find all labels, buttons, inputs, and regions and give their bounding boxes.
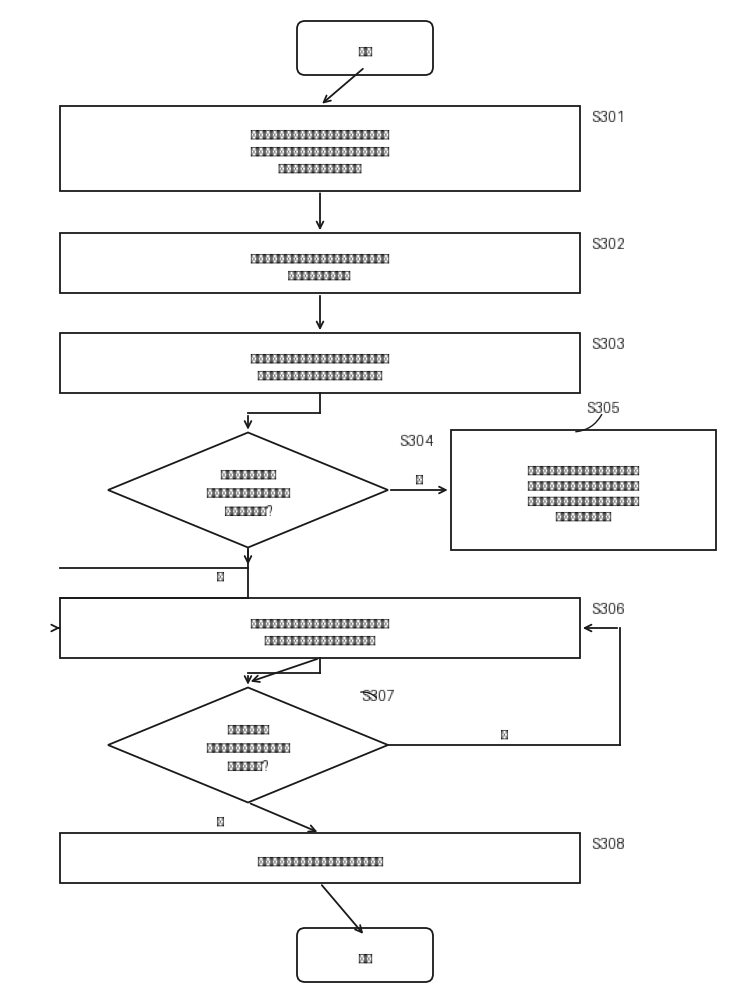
Bar xyxy=(60,105,580,190)
Bar xyxy=(60,833,580,883)
Bar xyxy=(60,333,580,393)
Bar xyxy=(60,598,580,658)
Bar xyxy=(450,430,715,550)
Bar xyxy=(60,233,580,293)
Polygon shape xyxy=(108,432,388,548)
FancyBboxPatch shape xyxy=(297,928,433,982)
Polygon shape xyxy=(108,688,388,802)
FancyArrowPatch shape xyxy=(361,692,376,697)
FancyArrowPatch shape xyxy=(576,414,602,432)
FancyBboxPatch shape xyxy=(297,21,433,75)
